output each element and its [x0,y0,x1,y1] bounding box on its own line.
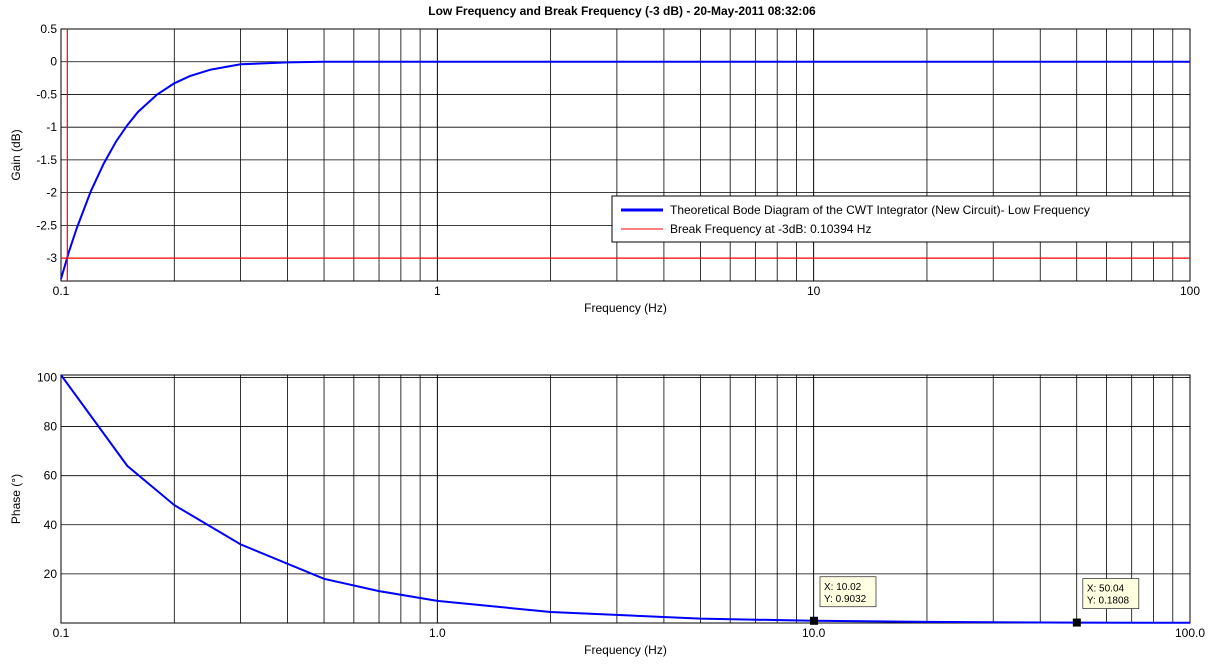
phase-x-axis-label: Frequency (Hz) [584,643,667,657]
x-tick-label: 0.1 [53,626,70,640]
y-tick-label: 0.5 [40,22,57,36]
y-tick-label: 80 [44,420,58,434]
y-tick-label: -2.5 [36,218,57,232]
figure-title: Low Frequency and Break Frequency (-3 dB… [428,4,816,18]
x-tick-label: 1.0 [429,626,446,640]
x-tick-label: 1 [434,284,441,298]
gain-legend[interactable]: Theoretical Bode Diagram of the CWT Inte… [611,195,1191,243]
series-line [60,60,1190,280]
y-tick-label: -1 [46,120,57,134]
data-tip-x: X: 10.02 [824,582,862,593]
y-tick-label: 0 [50,55,57,69]
legend-box [611,195,1191,243]
gain-x-axis-label: Frequency (Hz) [584,301,667,315]
data-tip-2[interactable]: X: 50.04Y: 0.1808 [1072,578,1140,627]
x-tick-label: 0.1 [53,284,70,298]
phase-y-axis-label: Phase (°) [9,474,23,524]
data-tips[interactable]: X: 10.02Y: 0.9032 X: 50.04Y: 0.1808 [809,576,1140,627]
data-tip-y: Y: 0.1808 [1087,596,1130,607]
series-line [60,374,1191,624]
data-tip-y: Y: 0.9032 [824,594,867,605]
x-tick-label: 100.0 [1175,626,1205,640]
gain-y-axis-label: Gain (dB) [9,129,23,180]
y-tick-label: 40 [44,518,58,532]
data-tip-x: X: 50.04 [1087,584,1125,595]
y-tick-label: -1.5 [36,153,57,167]
legend-entry-break: Break Frequency at -3dB: 0.10394 Hz [670,222,871,236]
y-tick-label: 20 [44,567,58,581]
y-tick-label: -2 [46,186,57,200]
data-tip-box [819,576,877,608]
legend-entry-gain: Theoretical Bode Diagram of the CWT Inte… [670,203,1090,217]
data-tip-1[interactable]: X: 10.02Y: 0.9032 [809,576,877,625]
gain-ticks: 0.1 1 10 100 0.5 0 -0.5 -1 -1.5 -2 -2.5 -3 [36,22,1200,298]
x-tick-label: 10.0 [802,626,826,640]
y-tick-label: -0.5 [36,87,57,101]
phase-plot: 0.1 1.0 10.0 100.0 100 80 60 40 20 Frequency (Hz… [9,370,1205,657]
data-tip-marker[interactable] [1072,618,1081,627]
data-tip-box [1082,578,1140,609]
phase-grid [61,375,1190,623]
y-tick-label: 60 [44,469,58,483]
y-tick-label: 100 [37,370,57,384]
data-tip-marker[interactable] [809,616,818,625]
phase-ticks: 0.1 1.0 10.0 100.0 100 80 60 40 20 [37,370,1205,640]
x-tick-label: 10 [807,284,821,298]
phase-plot-frame [60,374,1191,624]
gain-series-group [60,29,1190,281]
x-tick-label: 100 [1180,284,1200,298]
phase-series-group [60,374,1191,624]
gain-plot: 0.1 1 10 100 0.5 0 -0.5 -1 -1.5 -2 -2.5 -3 Frequenc… [9,22,1200,315]
y-tick-label: -3 [46,251,57,265]
